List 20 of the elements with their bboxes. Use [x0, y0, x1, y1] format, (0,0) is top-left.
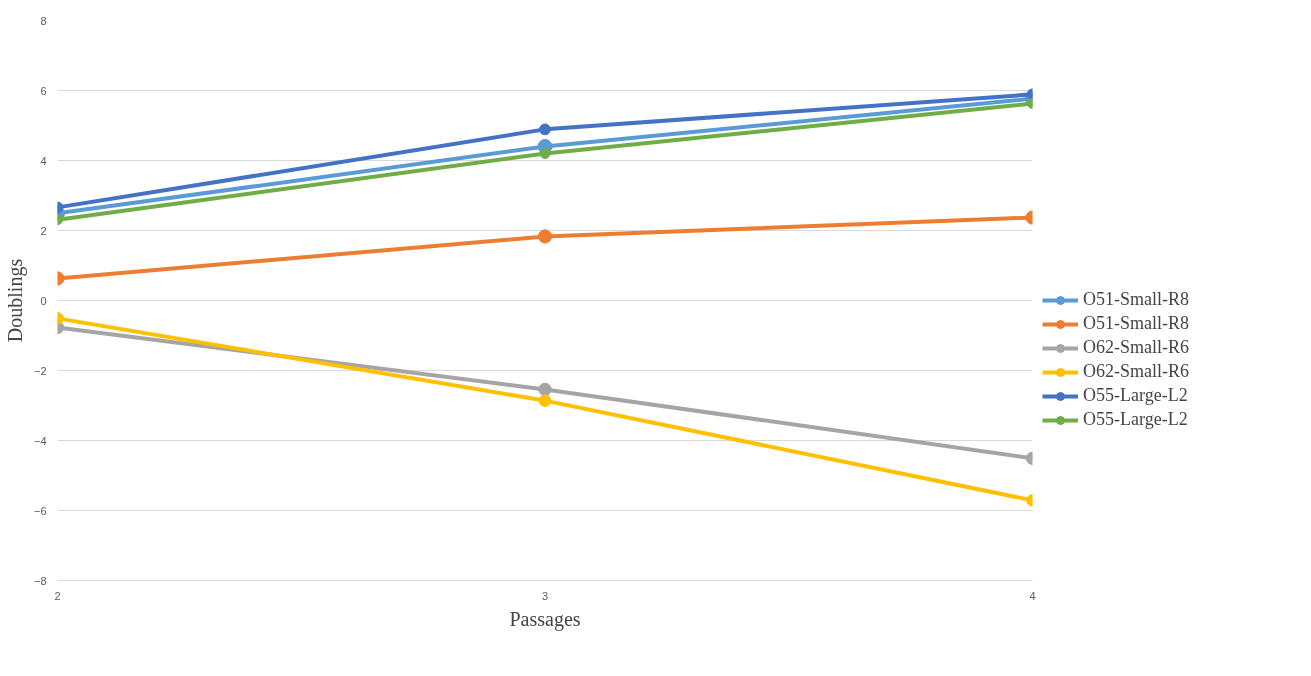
y-tick-label: 8: [40, 14, 47, 27]
y-tick-label: 4: [40, 154, 47, 167]
y-tick-label: 2: [40, 224, 47, 237]
y-tick-label: −4: [33, 434, 47, 447]
y-tick-label: 0: [40, 294, 47, 307]
y-tick-label: 6: [40, 84, 47, 97]
legend-label: O62-Small-R6: [1083, 337, 1189, 358]
x-tick-label: 2: [54, 589, 61, 602]
x-tick-label: 4: [1029, 589, 1036, 602]
legend-label: O51-Small-R8: [1083, 313, 1189, 334]
legend-label: O51-Small-R8: [1083, 289, 1189, 310]
x-axis-title: Passages: [509, 607, 581, 631]
y-tick-label: −2: [33, 364, 47, 377]
y-tick-label: −8: [33, 574, 47, 587]
y-axis-title: Doublings: [3, 258, 27, 343]
legend-label: O62-Small-R6: [1083, 361, 1189, 382]
x-tick-label: 3: [541, 589, 549, 602]
legend-label: O55-Large-L2: [1083, 409, 1188, 430]
y-tick-label: −6: [33, 504, 47, 517]
legend-label: O55-Large-L2: [1083, 385, 1188, 406]
